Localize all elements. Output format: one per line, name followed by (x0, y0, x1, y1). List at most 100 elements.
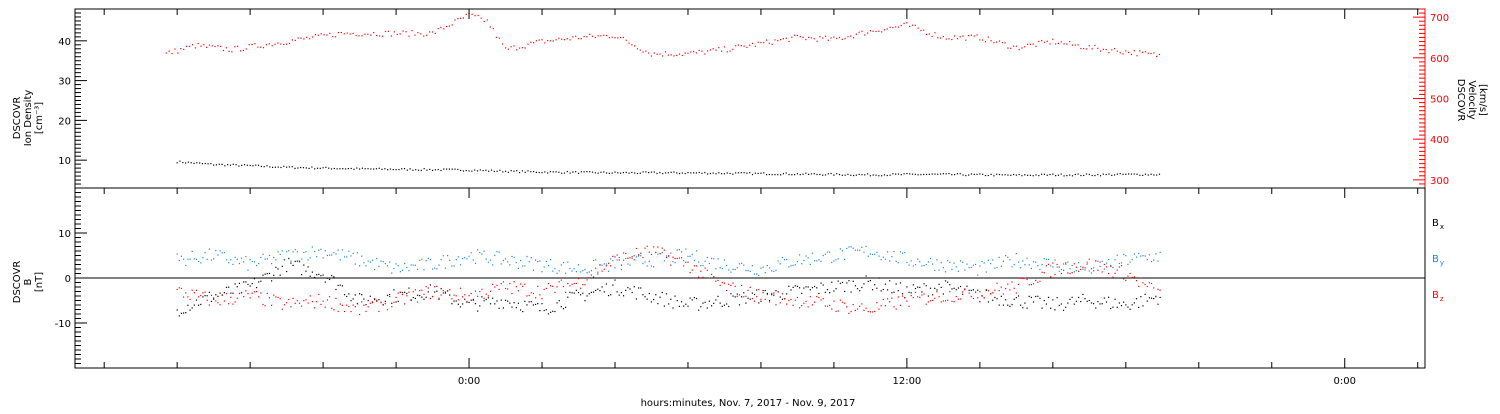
bx-point (625, 289, 627, 292)
velocity-point (309, 38, 311, 40)
bx-point (255, 287, 258, 289)
density-point (549, 171, 552, 173)
bx-point (1135, 298, 1138, 300)
by-point (279, 253, 281, 256)
bx-point (565, 306, 567, 308)
bz-point (687, 261, 689, 263)
by-point (567, 261, 569, 263)
bz-point (575, 282, 577, 285)
by-point (198, 260, 200, 263)
by-point (584, 268, 586, 271)
velocity-point (1099, 50, 1102, 52)
by-point (678, 248, 680, 251)
bz-point (569, 285, 571, 287)
density-point (451, 168, 453, 170)
density-point (875, 174, 877, 176)
density-point (1069, 174, 1071, 176)
density-point (648, 172, 650, 174)
bz-point (361, 301, 363, 303)
bz-point (794, 299, 796, 301)
by-point (974, 263, 977, 266)
by-point (494, 254, 496, 256)
density-point (297, 167, 299, 169)
bz-point (234, 301, 236, 303)
by-point (517, 267, 520, 269)
bz-point (912, 296, 914, 299)
bz-point (668, 255, 670, 257)
bx-point (513, 302, 515, 304)
bx-point (893, 291, 895, 293)
bz-point (588, 277, 590, 279)
right-tick-label: 700 (1430, 13, 1449, 24)
bx-point (775, 290, 777, 292)
bz-point (728, 283, 730, 285)
density-point (347, 167, 349, 170)
bx-point (313, 276, 316, 279)
by-point (492, 264, 494, 266)
density-point (1113, 174, 1116, 176)
bz-point (185, 292, 187, 294)
density-point (909, 173, 911, 175)
bz-point (741, 284, 743, 286)
bx-point (650, 301, 653, 303)
by-point (580, 271, 582, 273)
velocity-point (664, 51, 667, 53)
bx-point (472, 298, 474, 300)
by-point (783, 259, 786, 261)
density-point (257, 164, 260, 166)
density-point (569, 172, 571, 174)
bx-point (206, 295, 208, 297)
bz-point (206, 299, 208, 301)
velocity-point (684, 52, 686, 54)
by-point (1075, 270, 1078, 272)
bx-point (249, 285, 251, 287)
by-point (970, 266, 972, 268)
bz-point (1005, 287, 1007, 290)
bx-point (1005, 299, 1007, 301)
velocity-point (931, 35, 933, 38)
bz-point (466, 300, 468, 303)
bx-point (311, 271, 313, 273)
bz-point (528, 294, 530, 297)
velocity-point (1156, 55, 1158, 58)
velocity-point (617, 37, 619, 39)
bz-point (1127, 275, 1129, 277)
bx-point (792, 286, 794, 289)
density-point (1102, 173, 1104, 175)
bx-point (489, 303, 492, 305)
density-point (176, 162, 178, 164)
velocity-point (676, 54, 678, 57)
bz-point (751, 297, 753, 300)
by-point (972, 264, 975, 266)
bx-point (728, 305, 730, 308)
by-point (741, 262, 743, 265)
by-point (1024, 264, 1026, 266)
density-point (740, 172, 742, 174)
velocity-point (349, 33, 351, 35)
bx-point (500, 299, 502, 301)
bz-point (1088, 258, 1090, 260)
bx-point (695, 297, 698, 300)
bz-point (236, 297, 238, 299)
density-point (645, 171, 647, 173)
bx-point (427, 291, 429, 293)
velocity-point (707, 50, 709, 52)
density-point (1156, 174, 1158, 176)
by-point (1090, 272, 1093, 274)
bz-point (365, 310, 367, 313)
bx-point (554, 310, 556, 313)
ylabel-b-line-3: [nT] (34, 272, 45, 292)
by-point (412, 264, 414, 266)
velocity-point (625, 39, 627, 41)
velocity-point (970, 34, 973, 36)
bx-point (266, 273, 268, 275)
by-point (620, 268, 623, 271)
bx-point (515, 307, 517, 309)
by-point (796, 260, 799, 263)
bx-point (466, 301, 468, 303)
density-point (314, 168, 316, 170)
density-point (280, 166, 282, 169)
bz-point (889, 301, 891, 303)
bz-point (758, 288, 760, 291)
velocity-point (431, 31, 434, 33)
